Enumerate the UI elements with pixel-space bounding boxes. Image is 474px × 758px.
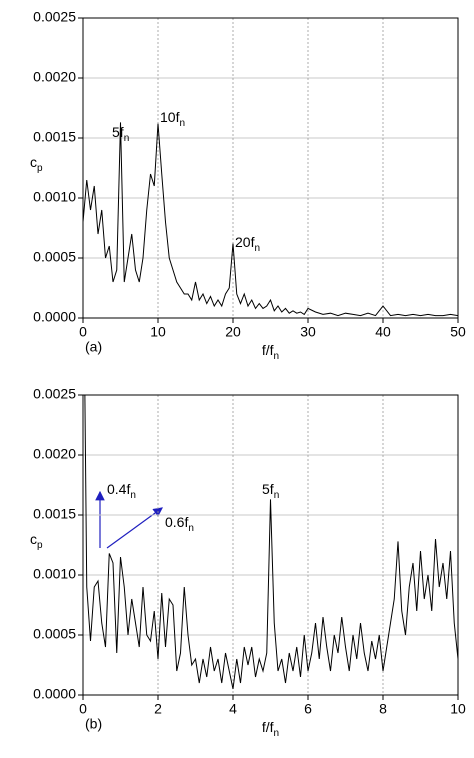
- annotation-main: 0.6f: [165, 514, 188, 530]
- x-tick-label: 6: [304, 701, 312, 717]
- x-tick-label: 10: [150, 324, 166, 340]
- y-axis-label: cp: [30, 154, 43, 174]
- annotation-main: 5f: [112, 124, 124, 140]
- annotation-main: 20f: [235, 234, 255, 250]
- y-tick-label: 0.0015: [33, 506, 76, 522]
- y-tick-label: 0.0000: [33, 309, 76, 325]
- x-tick-label: 10: [450, 701, 466, 717]
- y-tick-label: 0.0020: [33, 69, 76, 85]
- annotation-sub: n: [188, 523, 194, 534]
- annotation: 5fn: [262, 481, 279, 501]
- x-tick-label: 40: [375, 324, 391, 340]
- plot-frame: [82, 17, 459, 319]
- y-tick-label: 0.0005: [33, 626, 76, 642]
- arrow: [106, 507, 163, 549]
- x-axis-label: f/fn: [262, 342, 279, 362]
- x-axis-label-main: f/f: [262, 342, 274, 358]
- y-axis-label-main: c: [30, 531, 37, 547]
- panel-label: (b): [85, 716, 102, 732]
- x-axis-label-sub: n: [274, 351, 280, 362]
- data-line: [84, 395, 458, 690]
- y-tick-label: 0.0025: [33, 9, 76, 25]
- y-tick-label: 0.0010: [33, 566, 76, 582]
- annotation-sub: n: [130, 490, 136, 501]
- y-axis-label-sub: p: [37, 540, 43, 551]
- annotation-main: 0.4f: [107, 481, 130, 497]
- annotation: 5fn: [112, 124, 129, 144]
- annotation: 10fn: [160, 109, 185, 129]
- x-tick-label: 30: [300, 324, 316, 340]
- x-axis-label-sub: n: [274, 728, 280, 739]
- annotation-sub: n: [254, 243, 260, 254]
- y-tick-label: 0.0005: [33, 249, 76, 265]
- annotation: 0.6fn: [165, 514, 194, 534]
- annotation-sub: n: [124, 133, 130, 144]
- y-tick-label: 0.0020: [33, 446, 76, 462]
- x-axis-label-main: f/f: [262, 719, 274, 735]
- y-tick-label: 0.0015: [33, 129, 76, 145]
- y-axis-label: cp: [30, 531, 43, 551]
- x-tick-label: 20: [225, 324, 241, 340]
- x-axis-label: f/fn: [262, 719, 279, 739]
- x-tick-label: 4: [229, 701, 237, 717]
- x-tick-label: 0: [79, 701, 87, 717]
- x-tick-label: 0: [79, 324, 87, 340]
- x-tick-label: 2: [154, 701, 162, 717]
- panel-label: (a): [85, 339, 102, 355]
- data-line: [83, 122, 458, 317]
- y-axis-label-main: c: [30, 154, 37, 170]
- annotation-sub: n: [179, 118, 185, 129]
- x-tick-label: 50: [450, 324, 466, 340]
- plot-frame: [82, 394, 459, 696]
- y-tick-label: 0.0010: [33, 189, 76, 205]
- annotation: 20fn: [235, 234, 260, 254]
- x-tick-label: 8: [379, 701, 387, 717]
- y-tick-label: 0.0025: [33, 386, 76, 402]
- y-axis-label-sub: p: [37, 163, 43, 174]
- annotation: 0.4fn: [107, 481, 136, 501]
- annotation-main: 5f: [262, 481, 274, 497]
- annotation-sub: n: [274, 490, 280, 501]
- annotation-main: 10f: [160, 109, 180, 125]
- y-tick-label: 0.0000: [33, 686, 76, 702]
